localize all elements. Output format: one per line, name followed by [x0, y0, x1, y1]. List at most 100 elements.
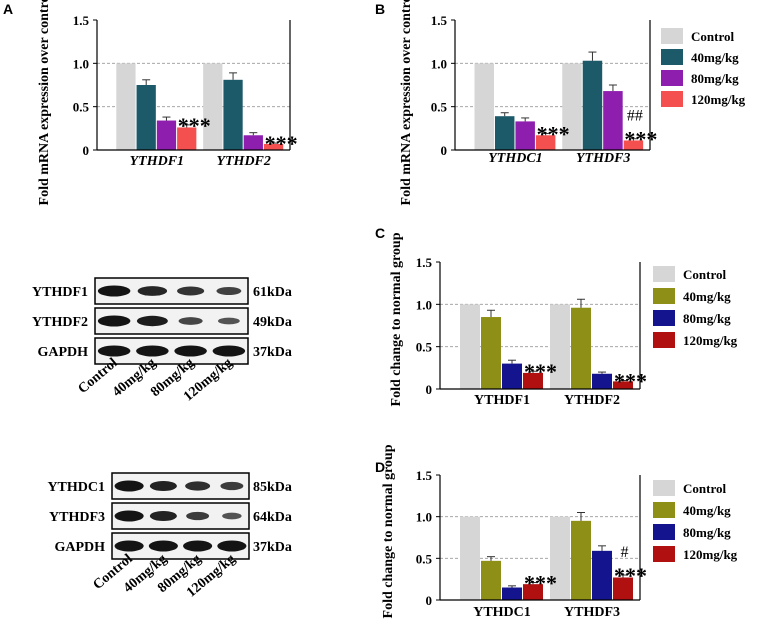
legend-label: 80mg/kg	[683, 525, 731, 540]
blot-band	[220, 481, 244, 491]
bar-ythdc1-80mg-kg	[515, 121, 535, 150]
legend-label: 120mg/kg	[683, 547, 738, 562]
blot-band	[186, 511, 210, 521]
category-label: YTHDF1	[474, 393, 530, 408]
legend-swatch	[653, 266, 675, 282]
blot-protein-label: YTHDF3	[49, 510, 105, 525]
blot-protein-label: YTHDF1	[32, 285, 88, 300]
y-tick-label: 0	[83, 143, 90, 158]
blot-protein-label: GAPDH	[37, 345, 88, 360]
legend-label: Control	[691, 29, 734, 44]
blot-band	[148, 540, 178, 552]
blot-band	[178, 317, 203, 325]
significance-stars: ***	[624, 127, 657, 152]
bar-ythdc1-40mg-kg	[494, 116, 515, 150]
legend-swatch	[653, 332, 675, 348]
bar-ythdf3-40mg-kg	[571, 520, 591, 600]
y-tick-label: 0.5	[416, 340, 433, 355]
y-axis-label: Fold mRNA expression over control group	[399, 0, 414, 205]
y-tick-label: 1.5	[431, 13, 448, 28]
legend-swatch	[661, 91, 683, 107]
legend: Control 40mg/kg 80mg/kg 120mg/kg	[661, 28, 746, 107]
legend-label: 40mg/kg	[683, 289, 731, 304]
blot-band	[149, 510, 177, 522]
legend: Control 40mg/kg 80mg/kg 120mg/kg	[653, 266, 738, 348]
blot-band	[222, 512, 242, 520]
bar-ythdf3-120mg-kg	[613, 577, 633, 600]
category-label: YTHDF2	[564, 393, 620, 408]
bar-ythdc1-80mg-kg	[502, 587, 522, 600]
y-tick-label: 0	[441, 143, 448, 158]
bar-ythdc1-40mg-kg	[481, 560, 501, 600]
legend-swatch	[661, 28, 683, 44]
blot-band	[97, 285, 131, 297]
category-label: YTHDF2	[216, 154, 270, 169]
y-axis-label: Fold mRNA expression over control group	[37, 0, 52, 205]
blot-protein-label: YTHDF2	[32, 315, 88, 330]
legend-label: Control	[683, 481, 726, 496]
blot-band	[97, 315, 131, 327]
significance-stars: ***	[614, 563, 647, 588]
category-label: YTHDF3	[564, 605, 620, 620]
bar-ythdc1-120mg-kg	[535, 135, 556, 150]
blot-band	[97, 345, 131, 357]
bar-ythdf1-40mg-kg	[481, 317, 501, 389]
bar-ythdf2-80mg-kg	[243, 135, 263, 150]
legend-swatch	[653, 480, 675, 496]
blot-band	[212, 345, 246, 357]
y-axis-label: Fold change to normal group	[389, 232, 404, 406]
significance-stars: ***	[178, 113, 211, 138]
legend-swatch	[661, 70, 683, 86]
blot-band	[114, 510, 144, 522]
y-tick-label: 1.5	[73, 13, 90, 28]
bar-ythdf1-120mg-kg	[177, 127, 197, 150]
bar-ythdf2-40mg-kg	[223, 79, 243, 150]
significance-stars: ***	[265, 131, 298, 156]
bar-ythdf2-control	[203, 63, 223, 151]
legend-label: 80mg/kg	[691, 71, 739, 86]
legend-label: 120mg/kg	[691, 92, 746, 107]
chart-panel-c: C *** *** 0 0.5 1.0 1.5 Fold change to normal g…	[375, 225, 738, 408]
bar-ythdf2-120mg-kg	[613, 381, 633, 389]
panel-letter: A	[3, 1, 13, 17]
bar-ythdf1-80mg-kg	[502, 363, 522, 389]
y-tick-label: 0.5	[416, 551, 433, 566]
y-tick-label: 1.0	[416, 510, 432, 525]
chart-panel-d: D *** *** #0 0.5 1.0 1.5 Fold change to normal …	[375, 444, 738, 620]
blot-band	[114, 540, 144, 552]
bar-ythdc1-120mg-kg	[523, 584, 543, 600]
blot-size-label: 85kDa	[253, 480, 292, 495]
category-label: YTHDF1	[130, 154, 184, 169]
bar-ythdf3-80mg-kg	[592, 550, 612, 600]
y-tick-label: 1.5	[416, 255, 433, 270]
bar-ythdf2-80mg-kg	[592, 373, 612, 389]
blot-protein-label: GAPDH	[54, 540, 105, 555]
significance-stars: ***	[614, 369, 647, 394]
bar-ythdf3-40mg-kg	[582, 60, 603, 150]
y-tick-label: 1.0	[416, 297, 432, 312]
y-tick-label: 1.5	[416, 468, 433, 483]
legend: Control 40mg/kg 80mg/kg 120mg/kg	[653, 480, 738, 562]
panel-letter: C	[375, 225, 385, 241]
chart-panel-b: B *** *** ## 0 0.5 1.0 1.5 Fold mRNA expression …	[375, 0, 746, 205]
legend-label: 120mg/kg	[683, 333, 738, 348]
bar-ythdf1-40mg-kg	[136, 85, 156, 150]
legend-label: 40mg/kg	[691, 50, 739, 65]
bar-ythdf3-120mg-kg	[623, 140, 644, 150]
legend-swatch	[653, 546, 675, 562]
legend-label: Control	[683, 267, 726, 282]
legend-label: 40mg/kg	[683, 503, 731, 518]
y-tick-label: 0.5	[73, 100, 90, 115]
bar-ythdf1-control	[116, 63, 136, 151]
panel-letter: B	[375, 1, 385, 17]
blot-band	[149, 480, 177, 492]
significance-stars: ***	[524, 571, 557, 596]
y-tick-label: 0	[426, 593, 433, 608]
blot-band	[216, 287, 242, 295]
hash-annotation: #	[621, 544, 629, 561]
blot-band	[174, 345, 207, 357]
bar-ythdc1-control	[460, 516, 480, 600]
blot-band	[177, 286, 205, 296]
